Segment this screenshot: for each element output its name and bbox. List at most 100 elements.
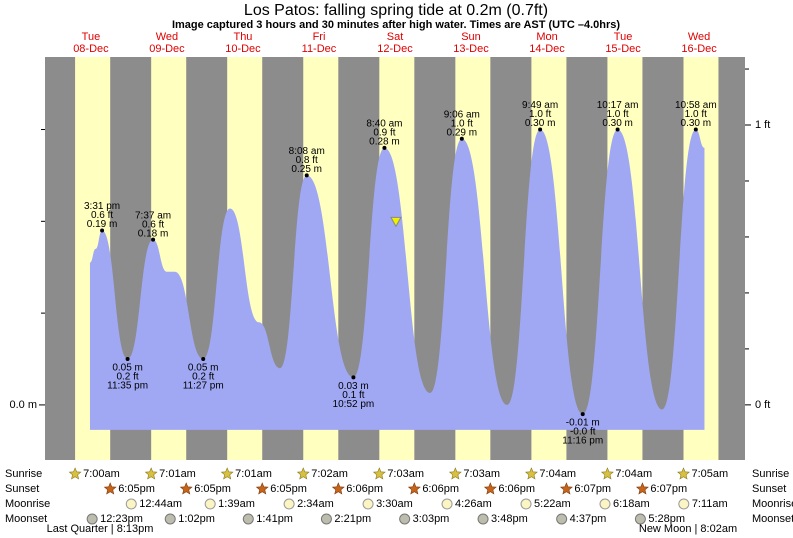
tide-event-label: 1.0 ft	[685, 109, 707, 120]
row-label: Sunrise	[752, 468, 789, 480]
moonset-icon	[477, 513, 489, 525]
tide-event-label: 0.6 ft	[142, 219, 164, 230]
day-date: 09-Dec	[149, 43, 185, 55]
row-time: 7:01am	[235, 468, 272, 480]
row-time: 6:07pm	[574, 483, 611, 495]
row-time: 1:02pm	[178, 513, 215, 525]
sunset-icon	[331, 482, 345, 495]
tide-event-label: 11:35 pm	[107, 381, 148, 392]
row-time: 5:22am	[534, 498, 571, 510]
row-time: 7:04am	[615, 468, 652, 480]
tide-event-label: 0.25 m	[291, 164, 322, 175]
row-time: 7:05am	[691, 468, 728, 480]
tide-event-dot	[100, 228, 105, 233]
row-time: 4:37pm	[570, 513, 607, 525]
tide-event-dot	[615, 127, 620, 132]
sunrise-icon	[372, 467, 386, 480]
row-time: 3:48pm	[491, 513, 528, 525]
moonset-icon	[86, 513, 98, 525]
tide-event-label: 8:40 am	[366, 119, 402, 130]
tide-area	[89, 129, 705, 430]
tide-event-label: 3:31 pm	[84, 201, 120, 212]
row-label: Moonrise	[752, 498, 793, 510]
moonset-icon	[242, 513, 254, 525]
y2-tick-label: 0 ft	[755, 399, 770, 411]
row-time: 2:21pm	[334, 513, 371, 525]
moonrise-icon	[125, 498, 137, 510]
tide-event-label: 0.28 m	[369, 137, 400, 148]
row-time: 5:28pm	[648, 513, 685, 525]
tide-event-label: 1.0 ft	[529, 109, 551, 120]
sunset-icon	[407, 482, 421, 495]
tide-event-label: 0.03 m	[338, 381, 369, 392]
tide-event-dot	[351, 375, 356, 380]
tide-event-label: 10:52 pm	[333, 399, 375, 410]
tide-event-dot	[201, 357, 206, 362]
sunrise-icon	[220, 467, 234, 480]
row-time: 7:01am	[159, 468, 196, 480]
tide-event-dot	[538, 127, 543, 132]
moonrise-icon	[204, 498, 216, 510]
moonset-icon	[556, 513, 568, 525]
sunrise-icon	[677, 467, 690, 480]
row-time: 6:06pm	[498, 483, 535, 495]
tide-event-label: 0.05 m	[188, 363, 219, 374]
row-time: 7:00am	[83, 468, 120, 480]
day-date: 13-Dec	[453, 43, 489, 55]
tide-event-label: -0.01 m	[566, 418, 600, 429]
tide-event-label: 0.2 ft	[116, 372, 138, 383]
day-name: Tue	[82, 31, 101, 43]
moon-phase: Last Quarter | 8:13pm	[47, 523, 154, 535]
moonrise-icon	[678, 498, 690, 510]
tide-event-dot	[382, 145, 387, 150]
tide-event-label: 0.19 m	[87, 219, 118, 230]
tide-event-label: 11:16 pm	[562, 436, 603, 447]
day-date: 10-Dec	[225, 43, 261, 55]
row-label: Moonset	[5, 513, 47, 525]
sunset-icon	[483, 482, 497, 495]
tide-event-dot	[693, 127, 698, 132]
tide-event-label: 0.8 ft	[296, 155, 318, 166]
sunrise-icon	[600, 467, 614, 480]
row-time: 2:34am	[297, 498, 334, 510]
moonrise-icon	[599, 498, 611, 510]
row-time: 6:06pm	[346, 483, 383, 495]
tide-event-label: 8:08 am	[289, 146, 325, 157]
day-name: Wed	[156, 31, 178, 43]
row-time: 6:05pm	[118, 483, 155, 495]
row-time: 4:26am	[455, 498, 492, 510]
tide-event-label: 0.1 ft	[342, 390, 364, 401]
day-name: Tue	[614, 31, 633, 43]
day-name: Sat	[387, 31, 404, 43]
tide-event-label: -0.0 ft	[570, 427, 596, 438]
moonset-icon	[399, 513, 411, 525]
tide-event-dot	[304, 173, 309, 178]
row-time: 6:06pm	[422, 483, 459, 495]
day-date: 11-Dec	[302, 43, 337, 55]
tide-event-label: 9:49 am	[522, 100, 558, 111]
sunrise-icon	[144, 467, 158, 480]
row-time: 7:03am	[387, 468, 424, 480]
tide-event-label: 7:37 am	[135, 210, 171, 221]
row-label: Moonrise	[5, 498, 50, 510]
day-date: 14-Dec	[529, 43, 565, 55]
moon-phase: New Moon | 8:02am	[639, 523, 737, 535]
row-label: Moonset	[752, 513, 793, 525]
tide-event-label: 0.29 m	[447, 127, 478, 138]
row-time: 12:44am	[139, 498, 182, 510]
row-label: Sunset	[752, 483, 786, 495]
chart-subtitle: Image captured 3 hours and 30 minutes af…	[172, 19, 620, 31]
tide-event-dot	[125, 357, 130, 362]
day-name: Fri	[313, 31, 326, 43]
row-time: 7:02am	[311, 468, 348, 480]
tide-event-label: 0.30 m	[525, 118, 556, 129]
tide-event-dot	[580, 412, 585, 417]
sunset-icon	[103, 482, 117, 495]
day-date: 12-Dec	[377, 43, 413, 55]
sunset-icon	[635, 482, 649, 495]
sunrise-icon	[296, 467, 310, 480]
tide-event-dot	[459, 136, 464, 141]
row-time: 6:18am	[613, 498, 650, 510]
sunrise-icon	[448, 467, 462, 480]
